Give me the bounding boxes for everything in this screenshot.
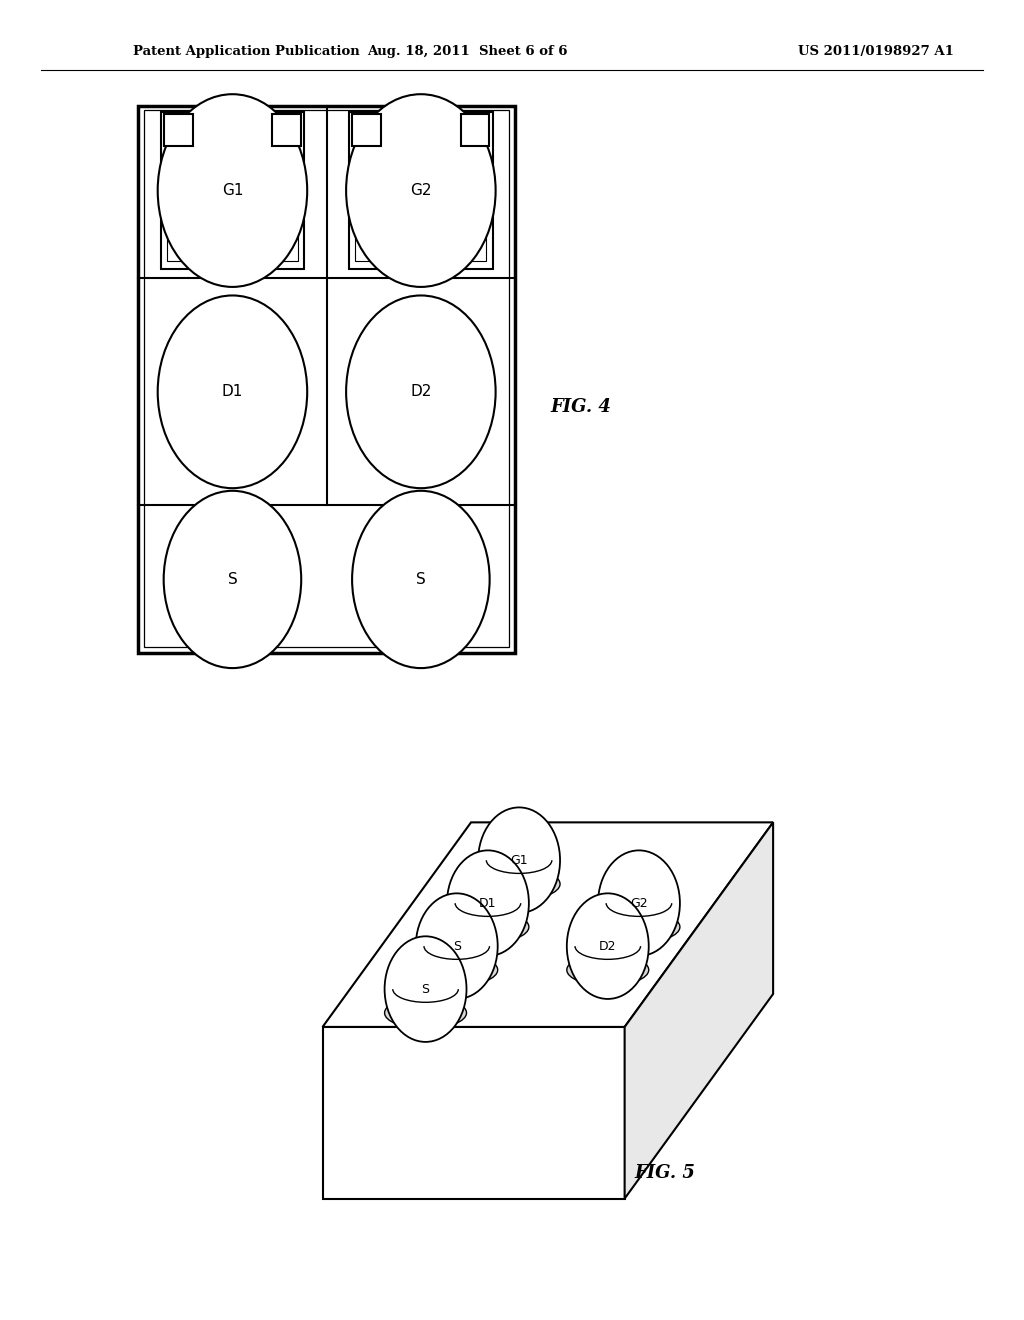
- Ellipse shape: [158, 296, 307, 488]
- Text: D2: D2: [599, 940, 616, 953]
- Bar: [144, 110, 509, 647]
- Ellipse shape: [478, 869, 560, 900]
- Circle shape: [478, 808, 560, 913]
- Ellipse shape: [346, 94, 496, 286]
- Bar: [138, 106, 515, 653]
- Bar: [461, 114, 489, 147]
- Bar: [164, 114, 193, 147]
- Polygon shape: [625, 822, 773, 1199]
- Text: G2: G2: [411, 183, 431, 198]
- Text: G2: G2: [630, 896, 648, 909]
- Ellipse shape: [346, 296, 496, 488]
- Text: Patent Application Publication: Patent Application Publication: [133, 45, 359, 58]
- Text: FIG. 4: FIG. 4: [551, 397, 611, 416]
- Circle shape: [598, 850, 680, 956]
- Text: S: S: [422, 982, 429, 995]
- Circle shape: [446, 850, 528, 956]
- Text: FIG. 5: FIG. 5: [635, 1164, 695, 1181]
- Ellipse shape: [446, 911, 528, 942]
- Text: Aug. 18, 2011  Sheet 6 of 6: Aug. 18, 2011 Sheet 6 of 6: [367, 45, 567, 58]
- Text: US 2011/0198927 A1: US 2011/0198927 A1: [798, 45, 953, 58]
- Circle shape: [567, 894, 649, 999]
- Ellipse shape: [567, 954, 649, 986]
- Text: S: S: [227, 572, 238, 587]
- Ellipse shape: [416, 954, 498, 986]
- Bar: [272, 114, 301, 147]
- Ellipse shape: [164, 491, 301, 668]
- Ellipse shape: [158, 94, 307, 286]
- Text: D2: D2: [411, 384, 431, 400]
- Text: S: S: [453, 940, 461, 953]
- Text: D1: D1: [479, 896, 497, 909]
- Circle shape: [416, 894, 498, 999]
- Bar: [352, 114, 381, 147]
- Text: D1: D1: [222, 384, 243, 400]
- Bar: [167, 120, 298, 261]
- Text: G1: G1: [510, 854, 528, 867]
- Bar: [161, 112, 304, 269]
- Circle shape: [385, 936, 467, 1041]
- Text: G1: G1: [222, 183, 243, 198]
- Text: S: S: [416, 572, 426, 587]
- Bar: [349, 112, 493, 269]
- Bar: [355, 120, 486, 261]
- Polygon shape: [323, 1027, 625, 1199]
- Polygon shape: [323, 822, 773, 1027]
- Ellipse shape: [352, 491, 489, 668]
- Ellipse shape: [385, 997, 467, 1028]
- Ellipse shape: [598, 911, 680, 942]
